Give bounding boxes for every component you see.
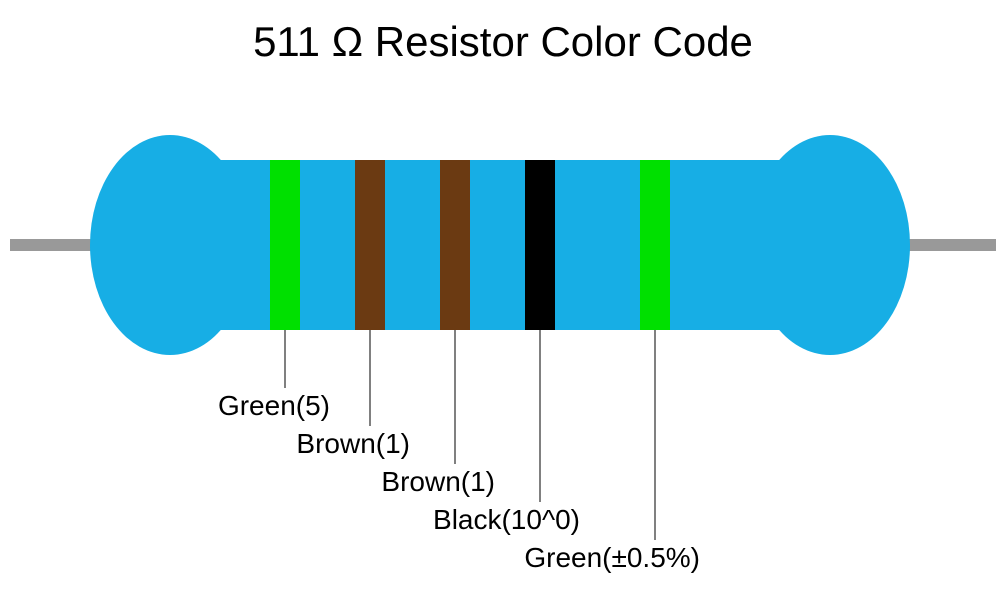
band-label-5: Green(±0.5%) (524, 542, 700, 574)
band-label-4: Black(10^0) (433, 504, 580, 536)
band-label-3: Brown(1) (381, 466, 495, 498)
band-label-1: Green(5) (218, 390, 330, 422)
color-band-5 (640, 160, 670, 330)
band-label-2: Brown(1) (296, 428, 410, 460)
resistor-body (170, 160, 830, 330)
color-band-3 (440, 160, 470, 330)
color-band-4 (525, 160, 555, 330)
color-band-1 (270, 160, 300, 330)
color-band-2 (355, 160, 385, 330)
